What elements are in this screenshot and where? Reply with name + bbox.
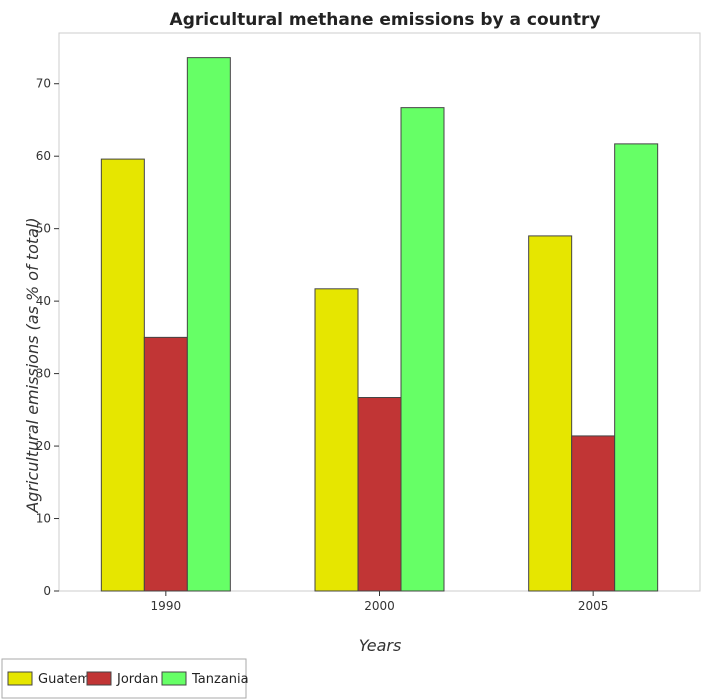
bar-guatemala-2000 xyxy=(314,288,359,592)
y-tick-label: 40 xyxy=(36,294,51,308)
y-axis-label: Agricultural emissions (as % of total) xyxy=(23,217,42,513)
x-tick-label: 2005 xyxy=(578,599,609,613)
y-tick-label: 30 xyxy=(36,367,51,381)
bar-jordan-2000 xyxy=(357,397,402,592)
legend-label-jordan: Jordan xyxy=(116,672,158,687)
bar-jordan-1990 xyxy=(143,336,188,592)
x-axis-label: Years xyxy=(359,636,402,655)
y-tick-label: 50 xyxy=(36,222,51,236)
chart-title: Agricultural methane emissions by a coun… xyxy=(170,10,601,30)
bar-jordan-2005 xyxy=(571,435,616,592)
legend: Guatemala Jordan Tanzania xyxy=(1,658,249,699)
y-tick-label: 10 xyxy=(36,512,51,526)
legend-swatch-tanzania xyxy=(161,671,187,686)
y-tick-label: 20 xyxy=(36,439,51,453)
bars xyxy=(100,57,659,592)
bar-tanzania-2000 xyxy=(400,107,445,592)
x-ticks: 1990 2000 2005 xyxy=(151,591,609,613)
legend-label-tanzania: Tanzania xyxy=(191,672,249,687)
bar-guatemala-1990 xyxy=(100,158,145,592)
y-tick-label: 0 xyxy=(43,584,51,598)
legend-box xyxy=(1,658,247,699)
y-tick-label: 70 xyxy=(36,77,51,91)
bar-tanzania-1990 xyxy=(186,57,231,592)
x-tick-label: 1990 xyxy=(151,599,182,613)
legend-swatch-jordan xyxy=(86,671,112,686)
y-tick-label: 60 xyxy=(36,149,51,163)
bar-tanzania-2005 xyxy=(614,143,659,592)
bar-guatemala-2005 xyxy=(528,235,573,592)
y-ticks: 0 10 20 30 40 50 60 70 xyxy=(36,77,59,598)
x-tick-label: 2000 xyxy=(364,599,395,613)
legend-swatch-guatemala xyxy=(7,671,33,686)
